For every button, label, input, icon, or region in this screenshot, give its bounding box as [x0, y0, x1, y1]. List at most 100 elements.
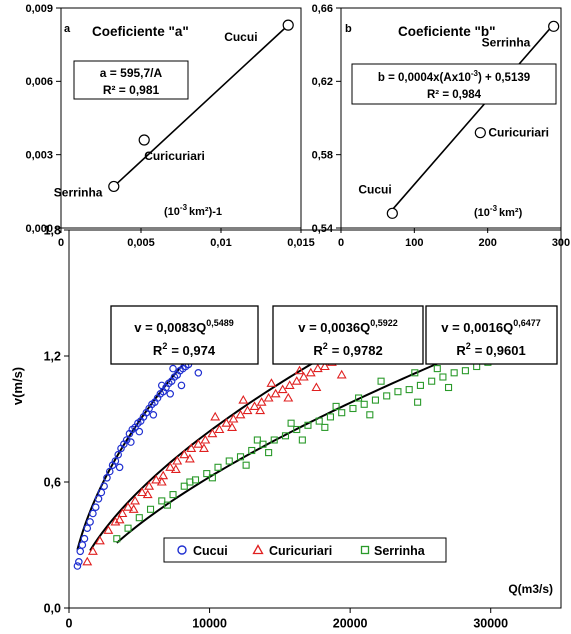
fit-line-a	[113, 24, 289, 188]
inset-b-title: Coeficiente "b"	[398, 24, 496, 39]
point-curicuriari	[170, 464, 181, 473]
point-serrinha	[405, 386, 413, 394]
y-tick-label: 0,54	[312, 223, 334, 235]
point-curicuriari	[94, 535, 105, 545]
eq-serrinha-exponent: 0,6477	[513, 318, 541, 328]
inset-b-equation: b = 0,0004x(Ax10-3) + 0,5139	[378, 69, 530, 84]
legend-marker-curicuriari	[252, 544, 264, 555]
point-curicuriari	[142, 489, 153, 499]
svg-text:v = 0,0016Q0,6477: v = 0,0016Q0,6477	[441, 318, 540, 335]
svg-text:R2= 0,974: R2 = 0,974	[153, 341, 216, 358]
point-curicuriari	[144, 481, 155, 490]
point-curicuriari	[128, 504, 139, 513]
point-curicuriari	[242, 405, 253, 415]
eq-curicuriari-r2-label: R	[313, 343, 323, 358]
point-curicuriari	[179, 449, 190, 459]
point-serrinha	[287, 419, 295, 427]
equation-box-serrinha: v = 0,0016Q0,6477 R2 = 0,9601	[425, 305, 558, 365]
point-curicuriari	[298, 371, 309, 381]
point-serrinha	[163, 501, 171, 509]
point-curicuriari	[172, 455, 183, 465]
point-curicuriari	[214, 424, 225, 434]
inset-b-ticks: 0 100 200 300 0,54 0,58 0,62 0,66	[312, 3, 571, 249]
inset-b-fit-line	[391, 22, 556, 211]
point-serrinha	[428, 377, 436, 385]
point-serrinha	[450, 369, 458, 377]
point-label-b-serrinha: Serrinha	[482, 35, 531, 49]
eq-curicuriari-r2-value: = 0,9782	[332, 343, 383, 358]
x-tick-label: 30000	[473, 617, 508, 631]
point-cucui	[111, 457, 120, 465]
inset-a: 0 0,005 0,01 0,015 0,000 0,003 0,006 0,009 Serr…	[25, 3, 314, 249]
point-serrinha	[236, 453, 245, 461]
point-serrinha	[326, 413, 335, 421]
inset-a-r2: R² = 0,981	[103, 83, 160, 97]
eq-serrinha-r2-label: R	[456, 343, 466, 358]
svg-text:R2= 0,9782: R2 = 0,9782	[313, 341, 382, 358]
point-serrinha	[383, 392, 391, 400]
point-serrinha	[253, 436, 261, 444]
point-serrinha	[214, 463, 222, 471]
point-serrinha	[444, 383, 453, 392]
point-cucui	[177, 381, 186, 390]
legend-marker-serrinha	[360, 545, 370, 555]
inset-a-fit-line	[113, 24, 289, 188]
x-tick-label: 100	[405, 237, 423, 249]
inset-b-frame	[340, 7, 562, 229]
x-tick-label: 0,005	[127, 237, 155, 249]
point-curicuriari	[235, 409, 246, 419]
point-curicuriari	[151, 474, 162, 484]
point-serrinha	[411, 369, 419, 377]
point-curicuriari	[256, 397, 267, 406]
main-x-axis-label: Q(m3/s)	[508, 582, 553, 596]
point-curicuriari	[294, 365, 305, 375]
x-tick-label: 0	[338, 237, 344, 249]
svg-text:v = 0,0036Q0,5922: v = 0,0036Q0,5922	[298, 318, 397, 335]
eq-cucui-exponent: 0,5489	[206, 318, 234, 328]
point-serrinha	[349, 404, 357, 413]
point-cucui	[94, 494, 103, 503]
point-curicuriari	[87, 546, 98, 555]
point-curicuriari	[82, 556, 93, 566]
legend-label-serrinha: Serrinha	[374, 544, 426, 558]
point-cucui	[100, 482, 108, 491]
point-curicuriari	[249, 401, 260, 410]
point-a-cucui	[282, 19, 294, 31]
point-cucui	[135, 427, 144, 436]
equation-box-cucui: v = 0,0083Q0,5489 R2 = 0,974	[110, 305, 259, 365]
point-serrinha	[281, 432, 290, 440]
point-serrinha	[293, 425, 301, 434]
point-cucui	[115, 463, 124, 472]
point-cucui	[122, 436, 131, 444]
point-curicuriari	[284, 380, 295, 389]
point-curicuriari	[158, 470, 169, 480]
inset-b-r2: R² = 0,984	[427, 89, 482, 101]
main-y-axis-label: v(m/s)	[10, 367, 25, 405]
y-tick-label: 1,2	[44, 349, 61, 363]
x-tick-label: 0,015	[287, 237, 315, 249]
point-cucui	[166, 389, 175, 398]
svg-text:R2= 0,9601: R2 = 0,9601	[456, 341, 525, 358]
point-curicuriari	[186, 443, 197, 452]
point-curicuriari	[156, 476, 167, 486]
point-curicuriari	[165, 462, 176, 471]
x-tick-label: 10000	[192, 617, 227, 631]
point-cucui	[127, 438, 135, 446]
point-cucui	[149, 410, 158, 419]
x-tick-label: 0	[66, 617, 73, 631]
point-serrinha	[461, 367, 469, 375]
inset-a-ticks: 0 0,005 0,01 0,015 0,000 0,003 0,006 0,009	[25, 3, 314, 249]
point-serrinha	[298, 436, 306, 444]
point-curicuriari	[266, 378, 277, 387]
point-curicuriari	[137, 487, 148, 497]
y-tick-label: 1,8	[44, 223, 61, 237]
point-serrinha	[113, 535, 121, 543]
point-curicuriari	[207, 428, 218, 438]
point-serrinha	[135, 514, 143, 522]
point-serrinha	[355, 394, 363, 402]
inset-b-equation-box: b = 0,0004x(Ax10-3) + 0,5139 R² = 0,984	[351, 63, 557, 105]
point-cucui	[80, 534, 89, 543]
equation-box-curicuriari: v = 0,0036Q0,5922 R2 = 0,9782	[272, 305, 424, 365]
